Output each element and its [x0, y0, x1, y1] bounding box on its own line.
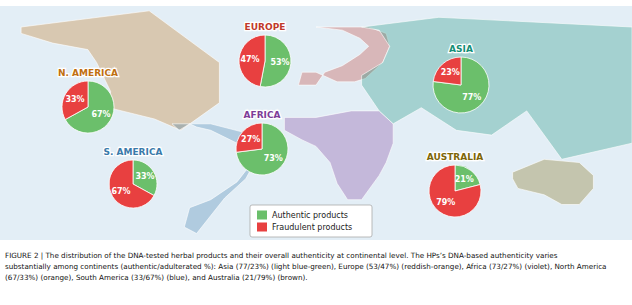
figure: 67% 33% N. AMERICA 33% 67% S. AMERICA 53% 47% EU…	[0, 0, 632, 305]
legend-entry: Authentic products	[272, 211, 348, 220]
pie	[429, 165, 481, 217]
pie-slice	[239, 35, 265, 87]
pie-slice	[236, 123, 288, 175]
pie	[239, 35, 291, 87]
pie-slice	[429, 165, 481, 217]
pie-slice	[433, 57, 461, 85]
world-map	[0, 6, 632, 240]
pie	[62, 81, 114, 133]
data-label: 23%	[441, 68, 460, 77]
caption: FIGURE 2 | The distribution of the DNA-t…	[5, 251, 558, 260]
data-label: 77%	[462, 93, 481, 102]
legend-swatch	[257, 223, 267, 232]
pie	[433, 57, 489, 113]
continent-label: S. AMERICA	[104, 147, 163, 157]
data-label: 79%	[436, 198, 455, 207]
ocean	[0, 6, 632, 240]
pie	[236, 123, 288, 175]
continent-label: EUROPE	[245, 22, 286, 32]
pie-slice	[109, 160, 154, 208]
pie-slice	[62, 81, 88, 120]
continent-label: AFRICA	[244, 110, 281, 120]
continent-label: ASIA	[449, 44, 473, 54]
continent-shape	[513, 159, 594, 204]
data-label: 67%	[91, 110, 110, 119]
data-label: 27%	[241, 135, 260, 144]
pie-slice	[433, 57, 489, 113]
data-label: 67%	[111, 187, 130, 196]
data-label: 33%	[135, 172, 154, 181]
legend: Authentic products Fraudulent products	[250, 205, 372, 237]
continent-label: N. AMERICA	[58, 68, 118, 78]
data-label: 73%	[264, 154, 283, 163]
legend-swatch	[257, 211, 267, 220]
legend-entry: Fraudulent products	[272, 223, 352, 232]
pie	[109, 160, 157, 208]
legend-box	[250, 205, 372, 237]
data-label: 21%	[455, 175, 474, 184]
caption: substantially among continents (authenti…	[5, 262, 607, 271]
data-label: 33%	[65, 95, 84, 104]
caption: (67/33%) (orange), South America (33/67%…	[5, 273, 308, 282]
continent-shape	[362, 17, 632, 159]
data-label: 47%	[240, 55, 259, 64]
data-label: 53%	[270, 58, 289, 67]
continent-shape	[284, 111, 393, 200]
continent-shape	[21, 11, 219, 131]
pie-slice	[236, 123, 262, 152]
continent-label: AUSTRALIA	[427, 152, 484, 162]
